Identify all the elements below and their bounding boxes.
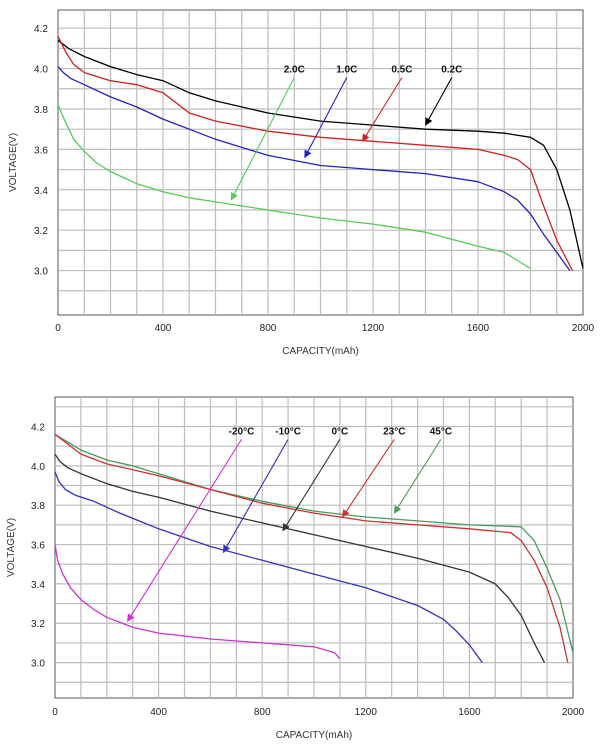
y-tick-label: 3.0: [31, 659, 45, 670]
series-line-45°C: [54, 433, 574, 653]
series-label: 1.0C: [336, 65, 357, 76]
x-tick-label: 1200: [355, 707, 378, 718]
x-tick-label: 1600: [458, 707, 481, 718]
series-label: 2.0C: [284, 65, 305, 76]
series-label: 45°C: [430, 426, 452, 437]
annotation-arrow: [127, 439, 242, 622]
y-tick-label: 3.2: [31, 619, 45, 630]
x-tick-label: 800: [260, 323, 277, 334]
series-line--10°C: [54, 471, 483, 663]
chart-1: 0 400 800 1200 1600 2000 3.0 3.2 3.4 3.6 3.8 4.0 4.2…: [8, 9, 595, 357]
y-axis-title: VOLTAGE(V): [6, 518, 17, 577]
y-axis-title: VOLTAGE(V): [8, 133, 19, 192]
x-tick-label: 2000: [562, 707, 585, 718]
series-line-2.0C: [57, 104, 531, 270]
series-line-0.2C: [57, 39, 584, 269]
x-tick-label: 0: [55, 323, 61, 334]
series-line--20°C: [54, 544, 341, 660]
x-tick-label: 1600: [467, 323, 490, 334]
series-label: 23°C: [383, 426, 405, 437]
annotation-arrow: [342, 439, 395, 518]
annotation-arrow: [282, 439, 341, 532]
y-tick-label: 3.6: [34, 145, 48, 156]
y-tick-label: 4.0: [31, 462, 45, 473]
series-line-23°C: [54, 433, 569, 663]
y-tick-label: 3.8: [34, 105, 48, 116]
annotation-arrow: [222, 439, 289, 554]
x-axis-title: CAPACITY(mAh): [276, 730, 353, 741]
x-axis-title: CAPACITY(mAh): [282, 346, 359, 357]
x-tick-label: 800: [254, 707, 271, 718]
series-label: 0°C: [332, 426, 349, 437]
annotation-arrow: [393, 439, 442, 514]
y-tick-label: 3.4: [31, 580, 45, 591]
series-line-0.5C: [57, 36, 574, 271]
series-label: 0.2C: [441, 65, 462, 76]
y-tick-label: 4.2: [31, 423, 45, 434]
x-tick-label: 400: [155, 323, 172, 334]
annotation-arrow: [362, 77, 403, 142]
y-tick-label: 3.4: [34, 186, 48, 197]
y-tick-label: 4.2: [34, 24, 48, 35]
y-tick-label: 3.0: [34, 267, 48, 278]
series-label: -10°C: [275, 426, 301, 437]
annotation-arrow: [230, 77, 295, 201]
y-tick-label: 3.2: [34, 226, 48, 237]
series-label: 0.5C: [391, 65, 412, 76]
x-tick-label: 2000: [572, 323, 595, 334]
x-tick-label: 1200: [362, 323, 385, 334]
x-tick-label: 400: [150, 707, 167, 718]
y-tick-label: 3.8: [31, 501, 45, 512]
series-label: -20°C: [229, 426, 255, 437]
chart-2: 0 400 800 1200 1600 2000 3.0 3.2 3.4 3.6 3.8 4.0 4.2…: [6, 396, 585, 741]
y-tick-label: 3.6: [31, 541, 45, 552]
annotation-arrow: [304, 77, 348, 159]
annotation-arrow: [425, 77, 453, 126]
series-line-1.0C: [57, 66, 571, 271]
y-tick-label: 4.0: [34, 65, 48, 76]
x-tick-label: 0: [52, 707, 58, 718]
